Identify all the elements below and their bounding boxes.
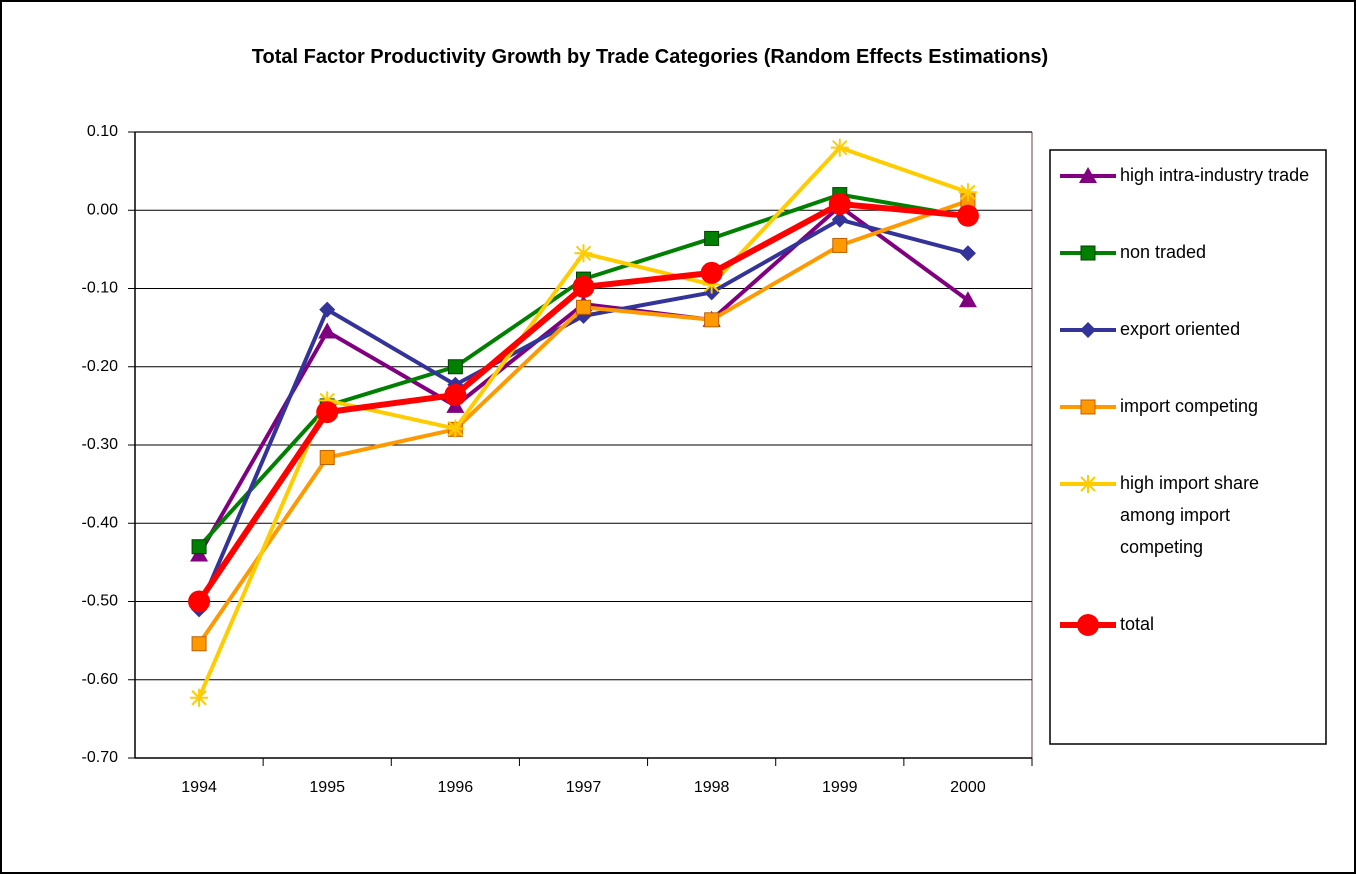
legend-label: import competing bbox=[1120, 396, 1258, 416]
marker-stroke bbox=[447, 420, 464, 437]
y-tick-label: -0.60 bbox=[82, 671, 119, 688]
x-tick-label: 1995 bbox=[309, 779, 345, 796]
marker-stroke bbox=[960, 184, 976, 200]
legend-label: non traded bbox=[1120, 242, 1206, 262]
data-point bbox=[447, 359, 463, 375]
marker-stroke bbox=[1080, 476, 1096, 492]
x-tick-label: 2000 bbox=[950, 779, 986, 796]
data-point bbox=[830, 138, 849, 157]
data-point bbox=[958, 183, 977, 202]
data-point bbox=[319, 301, 336, 318]
legend-marker bbox=[1079, 475, 1097, 493]
data-point bbox=[191, 636, 207, 652]
marker-stroke bbox=[832, 139, 848, 156]
y-tick-label: -0.30 bbox=[82, 436, 119, 453]
marker-stroke bbox=[575, 245, 592, 261]
data-point bbox=[572, 275, 595, 298]
legend-label: export oriented bbox=[1120, 319, 1240, 339]
data-point bbox=[191, 539, 207, 555]
y-tick-label: -0.70 bbox=[82, 749, 119, 766]
legend-box bbox=[1049, 149, 1327, 745]
legend-marker bbox=[1077, 614, 1099, 636]
data-point bbox=[828, 192, 851, 215]
x-tick-label: 1994 bbox=[181, 779, 217, 796]
x-tick-label: 1997 bbox=[566, 779, 602, 796]
x-tick-label: 1998 bbox=[694, 779, 730, 796]
x-tick-label: 1996 bbox=[438, 779, 474, 796]
legend-marker bbox=[1079, 167, 1097, 183]
data-point bbox=[574, 244, 593, 263]
y-tick-label: -0.40 bbox=[82, 514, 119, 531]
legend-marker bbox=[1080, 322, 1096, 338]
legend-label: high import share among import competing bbox=[1120, 473, 1259, 557]
data-point bbox=[576, 299, 591, 315]
data-point bbox=[190, 688, 209, 707]
legend-marker bbox=[1080, 399, 1096, 415]
data-point bbox=[316, 401, 339, 424]
y-tick-label: -0.50 bbox=[82, 593, 119, 610]
data-point bbox=[956, 204, 979, 227]
data-point bbox=[958, 291, 977, 308]
data-point bbox=[318, 322, 337, 339]
chart-title: Total Factor Productivity Growth by Trad… bbox=[252, 46, 1048, 68]
data-point bbox=[704, 230, 720, 246]
y-tick-label: -0.20 bbox=[82, 358, 119, 375]
data-point bbox=[832, 237, 848, 253]
y-tick-label: -0.10 bbox=[82, 280, 119, 297]
y-tick-label: 0.10 bbox=[87, 123, 118, 140]
data-point bbox=[831, 211, 848, 228]
x-tick-label: 1999 bbox=[822, 779, 858, 796]
data-point bbox=[444, 383, 467, 406]
data-point bbox=[700, 261, 723, 284]
marker-stroke bbox=[191, 690, 207, 706]
legend-label: high intra-industry trade bbox=[1120, 165, 1309, 185]
legend-marker bbox=[1080, 245, 1096, 261]
data-point bbox=[188, 590, 211, 613]
data-point bbox=[959, 245, 976, 262]
data-point bbox=[319, 450, 335, 466]
legend-label: total bbox=[1120, 614, 1154, 634]
data-point bbox=[704, 312, 720, 328]
data-point bbox=[446, 419, 465, 438]
y-tick-label: 0.00 bbox=[87, 201, 118, 218]
